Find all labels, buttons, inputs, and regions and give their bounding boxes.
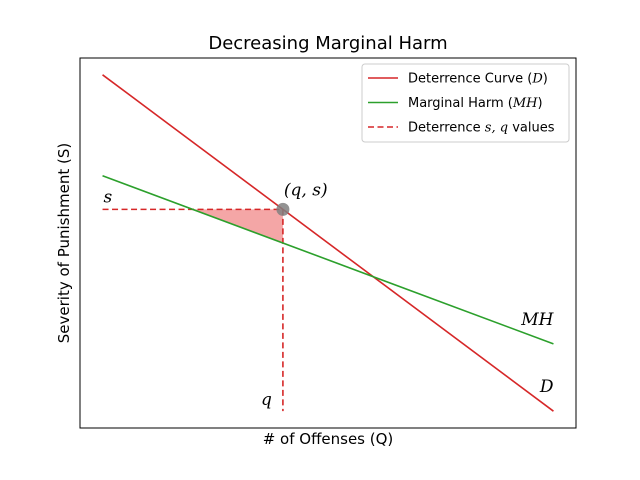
legend-label-1: Marginal Harm (MH) [408, 96, 543, 111]
legend-label-text: ) [538, 96, 543, 111]
legend-label-text: Marginal Harm ( [408, 96, 513, 111]
legend: Deterrence Curve (D)Marginal Harm (MH)De… [362, 64, 569, 142]
legend-label-math: MH [512, 96, 538, 111]
legend-label-text: values [508, 121, 555, 136]
legend-label-2: Deterrence s, q values [408, 121, 555, 136]
qs-point-label: (q, s) [284, 180, 328, 200]
legend-label-math: s, q [485, 121, 508, 136]
series-label-mh: MH [520, 310, 554, 330]
legend-label-math: D [531, 72, 543, 87]
qs-point-marker [276, 203, 289, 216]
legend-label-text: ) [543, 72, 548, 87]
legend-label-0: Deterrence Curve (D) [408, 72, 548, 87]
chart-title: Decreasing Marginal Harm [208, 33, 447, 54]
legend-label-text: Deterrence Curve ( [408, 72, 532, 87]
x-axis-label: # of Offenses (Q) [263, 430, 394, 448]
s-label: s [104, 187, 113, 207]
series-label-d: D [539, 377, 554, 397]
q-label: q [261, 390, 272, 410]
legend-label-text: Deterrence [408, 121, 485, 136]
y-axis-label: Severity of Punishment (S) [55, 143, 73, 343]
